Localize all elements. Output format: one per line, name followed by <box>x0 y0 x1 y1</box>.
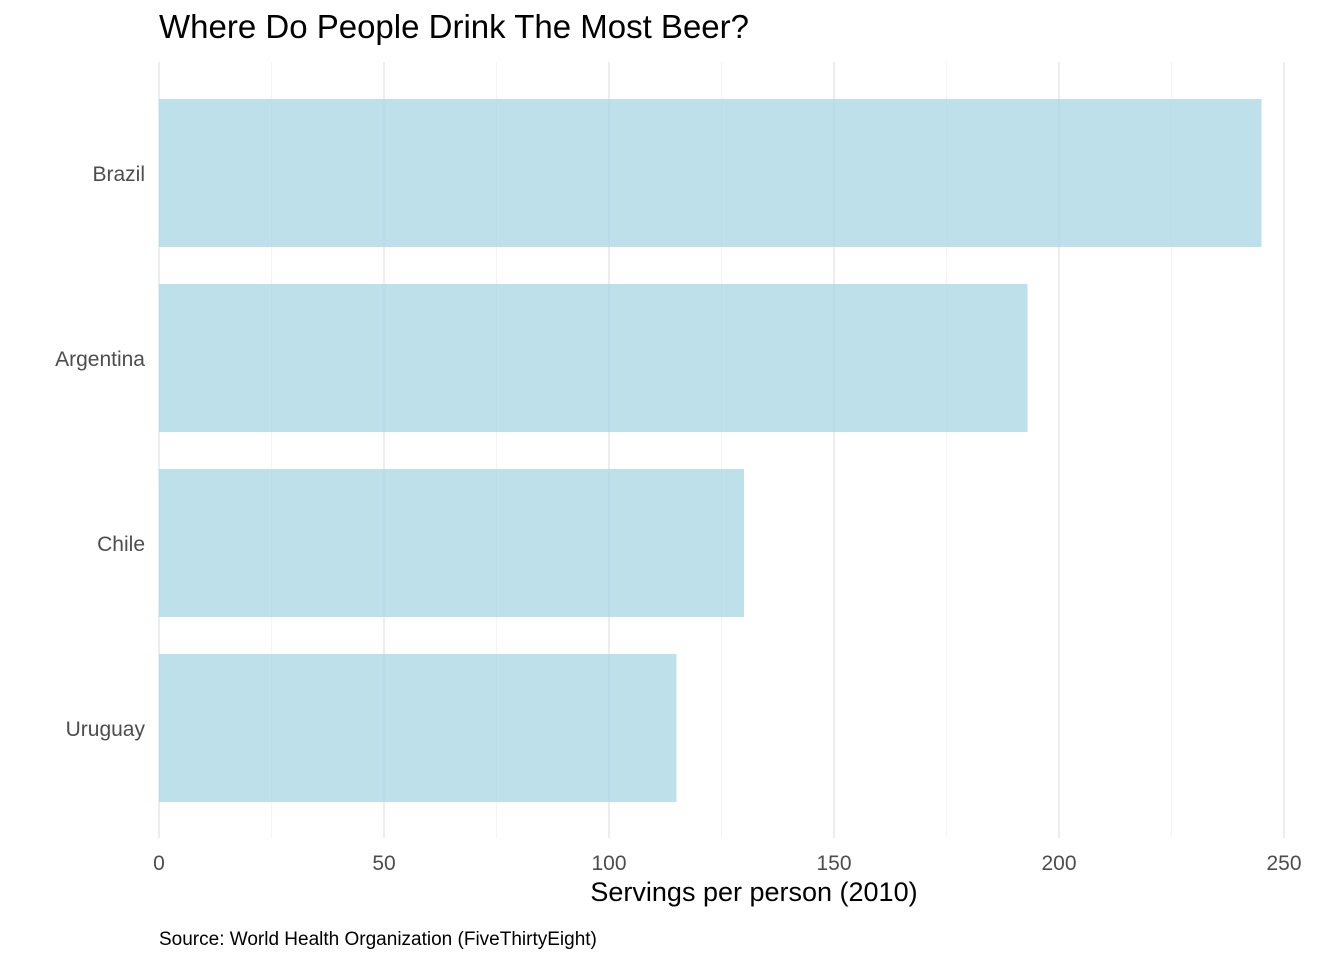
x-axis-labels: 0 50 100 150 200 250 <box>153 852 1301 875</box>
x-tick-label: 100 <box>591 852 626 875</box>
y-tick-label: Brazil <box>92 163 145 186</box>
bar <box>159 99 1262 247</box>
chart-title: Where Do People Drink The Most Beer? <box>159 8 749 45</box>
y-axis-labels: Brazil Argentina Chile Uruguay <box>55 163 145 741</box>
bar <box>159 654 677 802</box>
y-tick-label: Uruguay <box>66 718 146 741</box>
y-tick-label: Argentina <box>55 348 145 371</box>
x-tick-label: 50 <box>372 852 395 875</box>
bar <box>159 469 744 617</box>
x-axis-title: Servings per person (2010) <box>590 877 918 907</box>
x-tick-label: 200 <box>1041 852 1076 875</box>
x-tick-label: 250 <box>1266 852 1301 875</box>
bars <box>159 99 1262 802</box>
y-tick-label: Chile <box>97 533 145 556</box>
x-tick-label: 0 <box>153 852 165 875</box>
bar <box>159 284 1028 432</box>
x-tick-label: 150 <box>816 852 851 875</box>
chart-caption: Source: World Health Organization (FiveT… <box>159 929 597 950</box>
